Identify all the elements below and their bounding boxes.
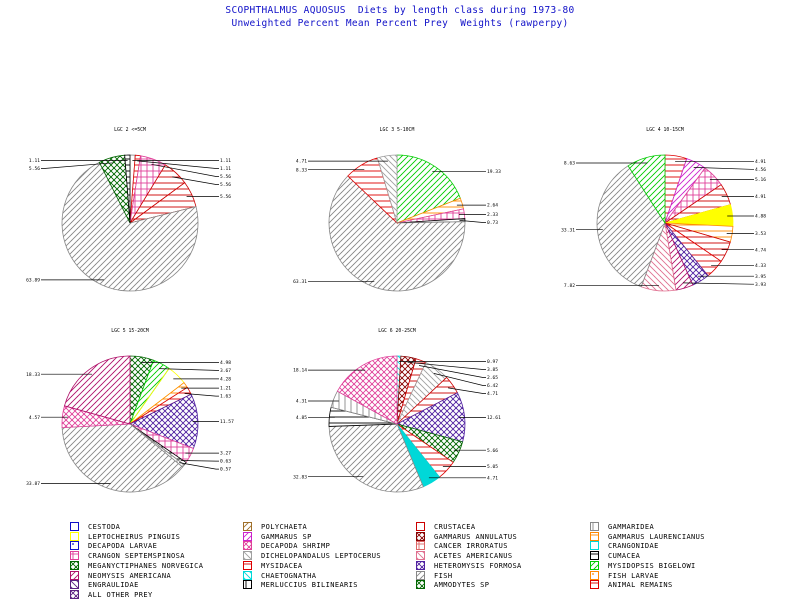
slice-value-label: 1.21 [220,386,231,392]
leader-line [419,365,486,378]
pie-slice-mysidopsis-bigelowi [396,154,461,224]
leader-line [172,176,219,185]
slice-value-label: 5.56 [220,174,231,180]
slice-value-label: 4.71 [487,391,498,397]
pie-slice-fish [61,423,184,493]
leader-line [159,368,219,371]
slice-value-label: 5.56 [220,194,231,200]
leader-line [682,282,754,285]
slice-value-label: 63.31 [293,279,307,285]
pie-slice-cumacea [124,154,131,224]
slice-value-label: 3.27 [220,451,231,457]
slice-value-label: 12.61 [487,415,501,421]
leader-line [433,373,486,386]
pie-slice-fish [61,161,199,292]
slice-value-label: 4.74 [755,247,766,253]
leader-line [459,220,486,223]
pie-title: LGC 3 5-10CM [380,127,415,133]
slice-value-label: 4.85 [296,415,307,421]
slice-value-label: 4.33 [755,263,766,269]
leader-line [179,462,219,470]
pie-slice-neomysis-americana [63,355,131,425]
pie-title: LGC 2 <=5CM [114,127,146,133]
slice-value-label: 4.71 [296,159,307,165]
slice-value-label: 1.63 [220,394,231,400]
slice-value-label: 32.83 [293,474,307,480]
pie-slice-dichelopandalus-leptocerus [376,154,398,224]
slice-value-label: 2.33 [487,212,498,218]
slice-value-label: 1.11 [220,158,231,164]
pie-title: LGC 6 20-25CM [378,328,416,334]
leader-line [137,160,219,169]
leader-line [407,361,486,370]
slice-value-label: 4.57 [29,415,40,421]
slice-value-label: 8.63 [564,161,575,167]
slice-value-label: 18.14 [293,368,307,374]
slice-value-label: 4.28 [220,377,231,383]
pie-title: LGC 4 10-15CM [646,127,684,133]
leader-line [693,167,754,170]
slice-value-label: 3.93 [755,282,766,288]
slice-value-label: 2.64 [487,203,498,209]
slice-value-label: 1.11 [29,158,40,164]
pie-slice-fish [596,165,666,288]
pie-chart-5: LGC 6 20-25CM 0.97 3.85 2.65 6.42 4.71 12.61 5.… [293,328,501,493]
slice-value-label: 5.56 [220,182,231,188]
slice-value-label: 3.95 [755,274,766,280]
slice-value-label: 5.16 [755,177,766,183]
leader-line [41,162,114,169]
pie-title: LGC 5 15-20CM [111,328,149,334]
leader-line [151,163,219,177]
slice-value-label: 8.33 [296,167,307,173]
slice-value-label: 33.31 [561,227,575,233]
slice-value-label: 5.66 [487,448,498,454]
slice-value-label: 3.53 [755,231,766,237]
pie-chart-2: LGC 3 5-10CM 19.33 2.64 2.33 0.73 4.71 8.33 63.… [293,127,501,292]
pie-slice-fish [328,175,466,292]
leader-line [184,393,219,397]
chart-subtitle: Unweighted Percent Mean Percent Prey Wei… [231,18,569,29]
slice-value-label: 5.05 [487,464,498,470]
pie-chart-4: LGC 5 15-20CM 4.98 3.67 4.28 1.21 1.63 11.57 3.… [26,328,234,493]
slice-value-label: 4.88 [755,214,766,220]
slice-value-label: 4.91 [755,194,766,200]
slice-value-label: 4.56 [755,167,766,173]
pie-chart-3: LGC 4 10-15CM 4.91 4.56 5.16 4.91 4.88 3.53 4.7… [561,127,766,292]
slice-value-label: 18.33 [26,372,40,378]
chart-title-block: SCOPHTHALMUS AQUOSUS Diets by length cla… [0,4,800,30]
slice-value-label: 11.57 [220,419,234,425]
slice-value-label: 0.57 [220,467,231,473]
chart-title: SCOPHTHALMUS AQUOSUS Diets by length cla… [225,5,575,16]
slice-value-label: 7.82 [564,283,575,289]
leader-line [448,387,486,394]
slice-value-label: 3.67 [220,368,231,374]
slice-value-label: 4.91 [755,159,766,165]
slice-value-label: 0.73 [487,220,498,226]
slice-value-label: 2.65 [487,375,498,381]
pie-chart-1: LGC 2 <=5CM 1.11 1.11 5.56 5.56 5.56 1.11 5.56 6… [26,127,231,292]
slice-value-label: 1.11 [220,166,231,172]
slice-value-label: 63.89 [26,278,40,284]
slice-value-label: 0.97 [487,359,498,365]
slice-value-label: 33.87 [26,481,40,487]
pie-slice-fish [328,423,424,493]
slice-value-label: 6.42 [487,383,498,389]
slice-value-label: 4.71 [487,475,498,481]
leader-line [180,460,219,462]
slice-value-label: 4.31 [296,399,307,405]
slice-value-label: 0.63 [220,459,231,465]
pie-slice-decapoda-shrimp [336,355,398,425]
slice-value-label: 19.33 [487,169,501,175]
slice-value-label: 4.98 [220,360,231,366]
slice-value-label: 3.85 [487,367,498,373]
slice-value-label: 5.56 [29,166,40,172]
pie-slice-mysidopsis-bigelowi [627,154,666,225]
